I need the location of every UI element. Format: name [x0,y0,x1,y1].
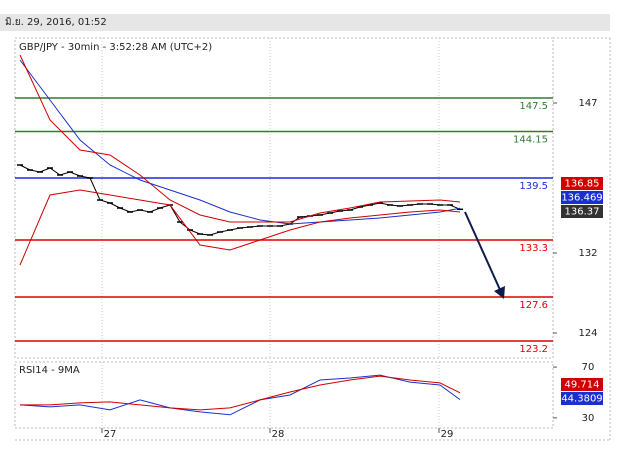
level-label: 147.5 [519,101,548,112]
y-tick-label: 30 [582,413,595,424]
indicator-line [20,375,461,411]
rsi-panel [14,361,554,429]
level-label: 144.15 [513,135,548,146]
forecast-arrow [464,211,502,293]
level-label: 133.3 [519,243,548,254]
x-tick-label: 29 [441,429,454,440]
x-tick-label: 27 [104,429,117,440]
x-tick-label: 28 [272,429,285,440]
header-text: มิ.ย. 29, 2016, 01:52 [5,17,107,28]
price-label-box [561,191,603,204]
indicator-line [19,374,461,416]
y-tick-label: 132 [578,248,597,259]
level-label: 139.5 [519,181,548,192]
price-label-box [561,378,603,391]
price-panel [14,37,554,359]
price-line [19,164,461,236]
arrow-head [494,286,505,299]
indicator-line [19,54,461,223]
plot-layer: 124 132 147 27 28 29 147.5 144.15 139.5 133.3 127.… [15,38,603,440]
indicator-line [19,189,461,266]
y-tick-label: 70 [582,362,595,373]
y-tick-label: 124 [578,328,597,339]
chart-title: GBP/JPY - 30min - 3:52:28 AM (UTC+2) [19,42,212,53]
level-label: 123.2 [519,344,548,355]
price-label-box [561,205,603,218]
price-label-box [561,177,603,190]
price-label-box [561,392,603,405]
price-label: 136.85 [565,179,600,190]
y-tick-label: 147 [578,98,597,109]
price-label: 49.714 [565,380,600,391]
header-bar [0,14,610,31]
price-label: 136.37 [565,207,600,218]
price-label: 44.3809 [561,394,602,405]
rsi-title: RSI14 - 9MA [19,365,80,376]
level-label: 127.6 [519,300,548,311]
price-label: 136.469 [561,193,602,204]
